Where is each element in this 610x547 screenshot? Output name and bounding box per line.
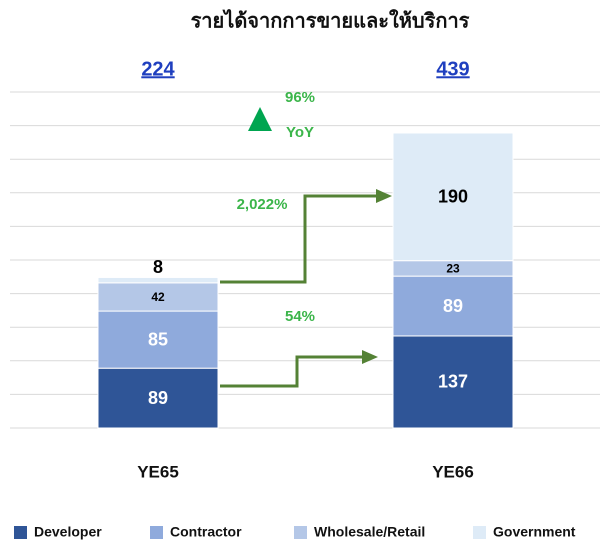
bar-segment (392, 132, 514, 262)
bar-segment (392, 275, 514, 337)
arrow (220, 194, 378, 284)
arrow (220, 355, 365, 388)
data-label: 42 (151, 290, 165, 304)
arrow-head (376, 189, 392, 203)
annotation: 96% (285, 89, 315, 106)
data-label: 89 (443, 296, 463, 316)
legend-swatch (150, 526, 163, 539)
up-triangle (248, 107, 272, 131)
annotation: 2,022% (237, 196, 288, 213)
data-label: 85 (148, 329, 168, 349)
data-label: 190 (438, 187, 468, 207)
annotation: 54% (285, 308, 315, 325)
x-tick-label: YE65 (137, 462, 179, 481)
data-label: 8 (153, 257, 163, 277)
legend-label: Wholesale/Retail (314, 524, 425, 540)
legend-swatch (294, 526, 307, 539)
legend-label: Contractor (170, 524, 242, 540)
annotation: YoY (286, 124, 314, 141)
legend-label: Government (493, 524, 576, 540)
legend-label: Developer (34, 524, 102, 540)
growth-arrows (220, 194, 378, 388)
chart-title: รายได้จากการขายและให้บริการ (191, 8, 470, 32)
bar-segment (97, 367, 219, 429)
x-tick-label: YE66 (432, 462, 474, 481)
legend-swatch (473, 526, 486, 539)
total-label: 224 (141, 58, 175, 80)
legend-swatch (14, 526, 27, 539)
data-label: 137 (438, 372, 468, 392)
bar-segment (97, 276, 219, 284)
arrow-head (362, 350, 378, 364)
total-label: 439 (436, 58, 469, 80)
data-label: 23 (446, 262, 460, 276)
data-label: 89 (148, 388, 168, 408)
